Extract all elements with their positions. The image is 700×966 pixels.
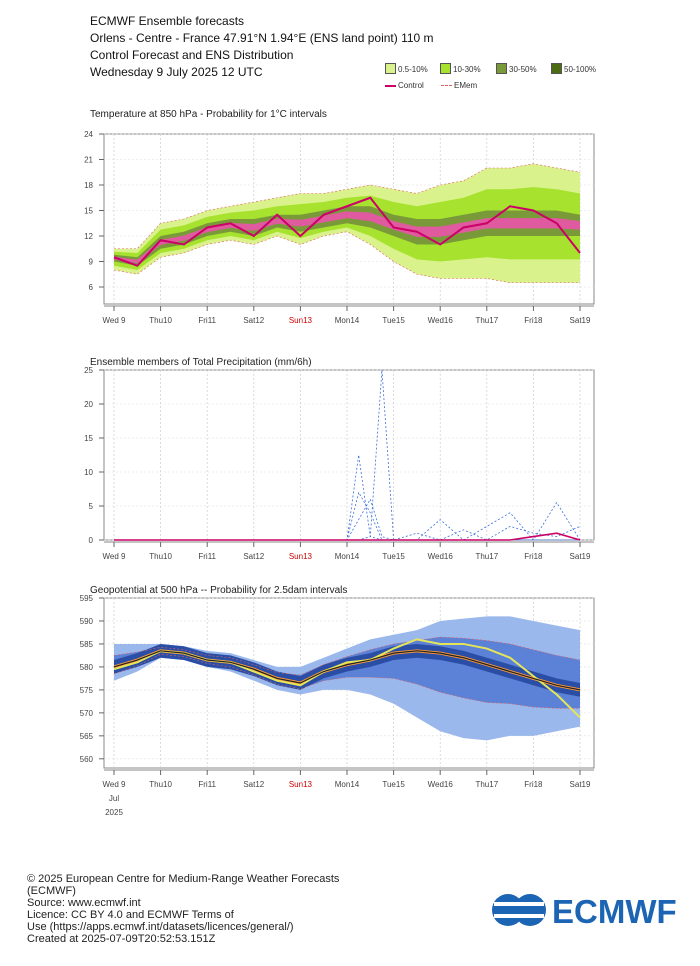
ecmwf-logo: ECMWF xyxy=(488,890,678,930)
y-tick-label: 21 xyxy=(84,156,93,165)
legend-control-label: Control xyxy=(398,81,424,90)
x-tick-label: Sun13 xyxy=(289,552,313,561)
x-tick-label: Tue15 xyxy=(382,316,405,325)
y-tick-label: 6 xyxy=(89,283,94,292)
geopotential-panel-title: Geopotential at 500 hPa -- Probability f… xyxy=(90,585,348,596)
legend-label-2: 30-50% xyxy=(509,65,537,74)
x-tick-label: Fri11 xyxy=(198,316,216,325)
x-tick-label: Thu10 xyxy=(149,780,172,789)
legend-emem-label: EMem xyxy=(454,81,478,90)
ecmwf-logo-text: ECMWF xyxy=(552,893,677,930)
x-tick-label: Sat19 xyxy=(570,552,591,561)
x-tick-label: Fri11 xyxy=(198,552,216,561)
legend-swatch-0 xyxy=(385,63,396,74)
y-tick-label: 595 xyxy=(80,594,94,603)
legend-swatch-3 xyxy=(551,63,562,74)
footer: © 2025 European Centre for Medium-Range … xyxy=(27,873,339,945)
y-tick-label: 24 xyxy=(84,130,93,139)
x-tick-label: Mon14 xyxy=(335,780,360,789)
x-tick-label: Wed16 xyxy=(428,780,454,789)
footer-org: (ECMWF) xyxy=(27,885,76,897)
footer-source: Source: www.ecmwf.int xyxy=(27,897,141,909)
precipitation-chart: 0 5 10 15 20 25 Wed 9 Thu10 Fri11 Sat12 Sun13 Mon14… xyxy=(84,366,595,561)
y-tick-label: 585 xyxy=(80,640,94,649)
x-tick-label: Thu10 xyxy=(149,316,172,325)
y-tick-label: 18 xyxy=(84,181,93,190)
y-tick-label: 9 xyxy=(89,258,94,267)
footer-licence: Licence: CC BY 4.0 and ECMWF Terms of xyxy=(27,909,234,921)
legend-label-1: 10-30% xyxy=(453,65,481,74)
member-line-upper xyxy=(114,163,581,250)
x-tick-label: Tue15 xyxy=(382,552,405,561)
x-tick-label: Thu17 xyxy=(475,780,498,789)
x-tick-label: Thu17 xyxy=(475,316,498,325)
member-line-lower xyxy=(113,231,580,284)
x-month-label: Jul xyxy=(109,794,119,803)
precipitation-panel-title: Ensemble members of Total Precipitation … xyxy=(90,357,312,368)
x-tick-label: Fri18 xyxy=(524,552,543,561)
y-tick-label: 12 xyxy=(84,232,93,241)
legend-swatch-1 xyxy=(440,63,451,74)
y-tick-label: 15 xyxy=(84,434,93,443)
y-tick-label: 575 xyxy=(80,686,94,695)
x-tick-label: Fri11 xyxy=(198,780,216,789)
legend-control-line xyxy=(385,85,396,87)
y-tick-label: 15 xyxy=(84,207,93,216)
footer-copyright: © 2025 European Centre for Medium-Range … xyxy=(27,873,340,885)
x-tick-label: Wed 9 xyxy=(103,316,127,325)
x-year-label: 2025 xyxy=(105,808,123,817)
legend-label-0: 0.5-10% xyxy=(398,65,428,74)
x-tick-label: Thu10 xyxy=(149,552,172,561)
x-tick-label: Sat12 xyxy=(243,316,264,325)
x-tick-label: Wed16 xyxy=(428,552,454,561)
header-block: ECMWF Ensemble forecasts Orlеns - Centre… xyxy=(90,13,434,81)
legend-emem-line xyxy=(441,85,452,86)
legend-label-3: 50-100% xyxy=(564,65,597,74)
x-tick-label: Sat12 xyxy=(243,552,264,561)
x-tick-label: Sat19 xyxy=(570,780,591,789)
plot-frame xyxy=(103,369,595,541)
footer-licence-url: Use (https://apps.ecmwf.int/datasets/lic… xyxy=(27,921,294,933)
y-tick-label: 570 xyxy=(80,709,94,718)
geopotential-chart: 560 565 570 575 580 585 590 595 Wed 9 Thu10 Fri11 S… xyxy=(80,594,595,817)
y-tick-label: 580 xyxy=(80,663,94,672)
x-tick-label: Sat12 xyxy=(243,780,264,789)
legend: 0.5-10% 10-30% 30-50% 50-100% Control EM… xyxy=(385,63,625,93)
y-tick-label: 5 xyxy=(89,502,94,511)
x-tick-label: Wed16 xyxy=(428,316,454,325)
y-tick-label: 20 xyxy=(84,400,93,409)
control-line xyxy=(114,532,581,541)
header-date: Wednesday 9 July 2025 12 UTC xyxy=(90,65,263,79)
footer-created: Created at 2025-07-09T20:52:53.151Z xyxy=(27,933,216,945)
header-subtitle: Control Forecast and ENS Distribution xyxy=(90,48,294,62)
x-tick-label: Tue15 xyxy=(382,780,405,789)
x-tick-label: Sun13 xyxy=(289,780,313,789)
y-tick-label: 560 xyxy=(80,755,94,764)
y-tick-label: 0 xyxy=(89,536,94,545)
spread-band-30-50 xyxy=(114,206,580,266)
spread-band-10-30 xyxy=(114,187,580,270)
header-title: ECMWF Ensemble forecasts xyxy=(90,14,245,28)
x-tick-label: Mon14 xyxy=(335,316,360,325)
y-tick-label: 565 xyxy=(80,732,94,741)
x-tick-label: Mon14 xyxy=(335,552,360,561)
header-location: Orlеns - Centre - France 47.91°N 1.94°E … xyxy=(90,31,434,45)
x-tick-label: Sat19 xyxy=(570,316,591,325)
ecmwf-logo-icon xyxy=(492,894,546,926)
y-tick-label: 590 xyxy=(80,617,94,626)
control-line xyxy=(113,196,581,267)
member-line-upper xyxy=(113,636,581,676)
legend-swatch-2 xyxy=(496,63,507,74)
x-tick-label: Wed 9 xyxy=(103,552,127,561)
y-tick-label: 25 xyxy=(84,366,93,375)
x-tick-label: Fri18 xyxy=(524,780,543,789)
temperature-chart: 6 9 12 15 18 21 24 Wed 9 Thu10 Fri11 Sat12 Sun13 Mon… xyxy=(84,130,595,325)
ensemble-mean-line xyxy=(113,650,581,691)
x-tick-label: Thu17 xyxy=(475,552,498,561)
x-tick-label: Sun13 xyxy=(289,316,313,325)
x-tick-label: Wed 9 xyxy=(103,780,127,789)
x-tick-label: Fri18 xyxy=(524,316,543,325)
y-tick-label: 10 xyxy=(84,468,93,477)
temperature-panel-title: Temperature at 850 hPa - Probability for… xyxy=(90,109,327,120)
